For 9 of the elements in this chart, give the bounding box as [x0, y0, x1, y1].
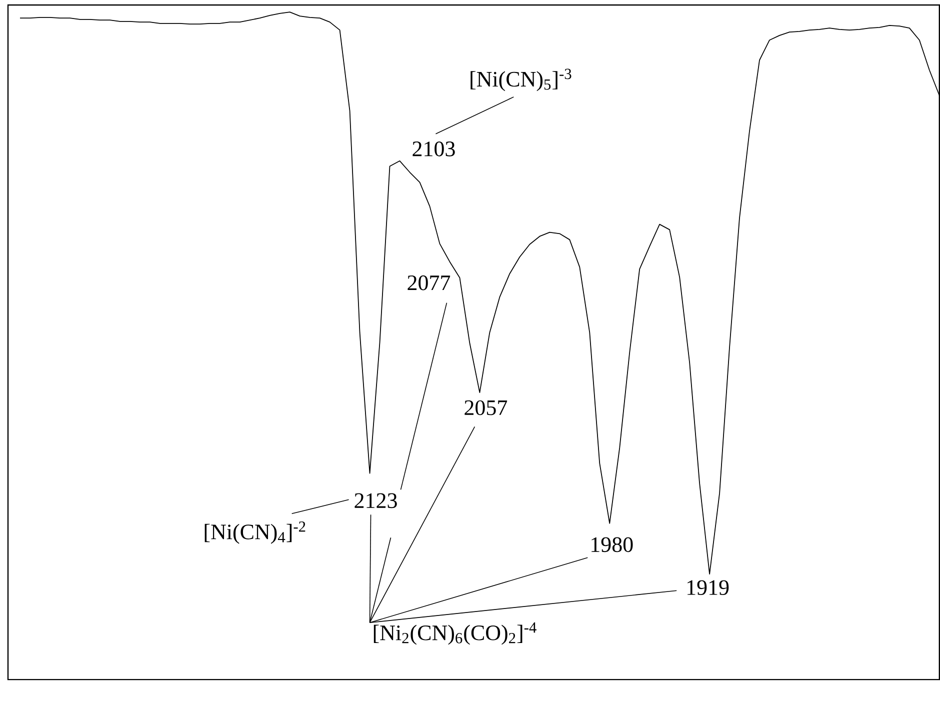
- annotation: [Ni$_{2}$(CN)$_{6}$(CO)$_{2}$]$^{-4}$: [374, 622, 536, 645]
- annotation: 2103: [412, 142, 455, 157]
- annotation: 1919: [688, 580, 729, 596]
- annotation: 2123: [354, 494, 397, 508]
- annotation: 1980: [592, 537, 633, 552]
- annotation: 2077: [408, 276, 450, 290]
- annotation: [Ni(CN)$_{4}$]$^{-2}$: [204, 522, 306, 544]
- annotation: [Ni(CN)$_{5}$]$^{-3}$: [470, 68, 572, 92]
- annotation: 2057: [464, 400, 508, 416]
